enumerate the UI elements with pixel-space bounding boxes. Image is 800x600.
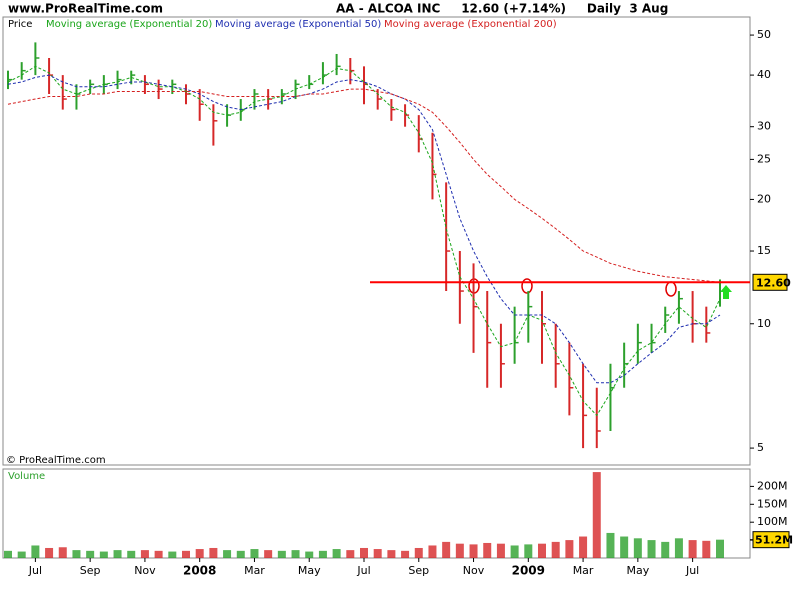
volume-bar <box>524 544 533 558</box>
volume-bar <box>510 545 519 558</box>
price-tag: 12.60 <box>756 276 791 289</box>
volume-bar <box>291 550 300 558</box>
volume-tag-box <box>752 531 790 549</box>
volume-bar <box>99 551 108 558</box>
volume-bar <box>318 550 327 558</box>
moving-average <box>7 88 721 283</box>
volume-bar <box>373 549 382 558</box>
volume-bar <box>661 541 670 558</box>
y-tick-label: 10 <box>757 317 771 330</box>
y-tick-label: 30 <box>757 120 771 133</box>
price-panel <box>2 16 751 466</box>
volume-bar <box>620 536 629 558</box>
legend-entry: Moving average (Exponential 200) <box>384 19 557 30</box>
y-tick-label: 100M <box>757 515 788 528</box>
volume-bar <box>496 543 505 558</box>
volume-bar <box>565 540 574 558</box>
volume-bar <box>250 549 259 558</box>
volume-bar <box>182 550 190 558</box>
volume-bar <box>223 550 232 558</box>
legend-entry: Moving average (Exponential 20) <box>46 19 212 30</box>
y-tick-label: 15 <box>757 244 771 257</box>
volume-bar <box>633 538 642 558</box>
site: www.ProRealTime.com <box>8 2 163 16</box>
volume-bar <box>483 542 492 558</box>
volume-bar <box>236 550 245 558</box>
x-tick-label: Jul <box>28 564 42 577</box>
volume-bar <box>688 540 697 558</box>
volume-bar <box>168 551 177 558</box>
x-tick-label: May <box>298 564 321 577</box>
volume-bar <box>469 544 478 558</box>
volume-bar <box>127 550 136 558</box>
x-tick-label: Mar <box>244 564 265 577</box>
volume-bar <box>674 538 683 558</box>
chart-title: AA - ALCOA INC 12.60 (+7.14%) Daily 3 Au… <box>336 2 668 16</box>
x-tick-label: 2008 <box>183 564 216 578</box>
volume-bar <box>264 550 273 558</box>
watermark: © ProRealTime.com <box>6 455 106 466</box>
y-tick-label: 5 <box>757 441 764 454</box>
volume-bar <box>414 547 423 558</box>
volume-bar <box>195 549 204 558</box>
moving-average <box>7 65 721 417</box>
volume-bar <box>305 551 314 558</box>
volume-bar <box>72 550 81 558</box>
volume-bar <box>113 550 122 558</box>
y-tick-label: 200M <box>757 479 788 492</box>
volume-bar <box>4 550 12 558</box>
resistance-circle <box>521 278 533 294</box>
volume-bar <box>58 547 67 558</box>
volume-bar <box>592 472 601 558</box>
x-tick-label: Sep <box>408 564 429 577</box>
volume-bar <box>45 547 54 558</box>
y-tick-label: 20 <box>757 192 771 205</box>
volume-bar <box>647 540 656 558</box>
y-tick-label: 40 <box>757 68 771 81</box>
volume-bar <box>86 550 95 558</box>
volume-title: Volume <box>8 471 45 482</box>
volume-bar <box>579 536 588 558</box>
volume-bar <box>442 541 451 558</box>
volume-bar <box>332 549 341 558</box>
volume-bar <box>606 532 615 558</box>
volume-bar <box>387 550 396 558</box>
x-tick-label: Mar <box>573 564 594 577</box>
x-tick-label: Jul <box>685 564 699 577</box>
price-tag-box <box>752 273 788 291</box>
x-tick-label: May <box>626 564 649 577</box>
volume-bar <box>538 543 546 558</box>
x-tick-label: Nov <box>463 564 485 577</box>
moving-average <box>7 74 721 384</box>
volume-bar <box>551 541 560 558</box>
volume-bar <box>360 547 368 558</box>
y-tick-label: 150M <box>757 497 788 510</box>
volume-bar <box>455 543 464 558</box>
x-tick-label: Nov <box>134 564 156 577</box>
volume-bar <box>17 551 26 558</box>
volume-bar <box>428 545 437 558</box>
volume-bar <box>209 547 218 558</box>
volume-bar <box>140 550 149 558</box>
volume-bar <box>277 550 286 558</box>
legend-price: Price <box>8 19 32 30</box>
volume-bar <box>716 539 724 558</box>
volume-bar <box>401 550 410 558</box>
volume-bar <box>31 545 40 558</box>
legend-entry: Moving average (Exponential 50) <box>215 19 381 30</box>
x-tick-label: 2009 <box>512 564 545 578</box>
up-arrow <box>720 285 732 299</box>
volume-bar <box>346 550 355 558</box>
volume-tag: 51.2M <box>755 534 793 547</box>
x-tick-label: Jul <box>356 564 370 577</box>
volume-bar <box>702 540 711 558</box>
volume-bar <box>154 550 163 558</box>
y-tick-label: 50 <box>757 28 771 41</box>
x-tick-label: Sep <box>80 564 101 577</box>
y-tick-label: 25 <box>757 152 771 165</box>
